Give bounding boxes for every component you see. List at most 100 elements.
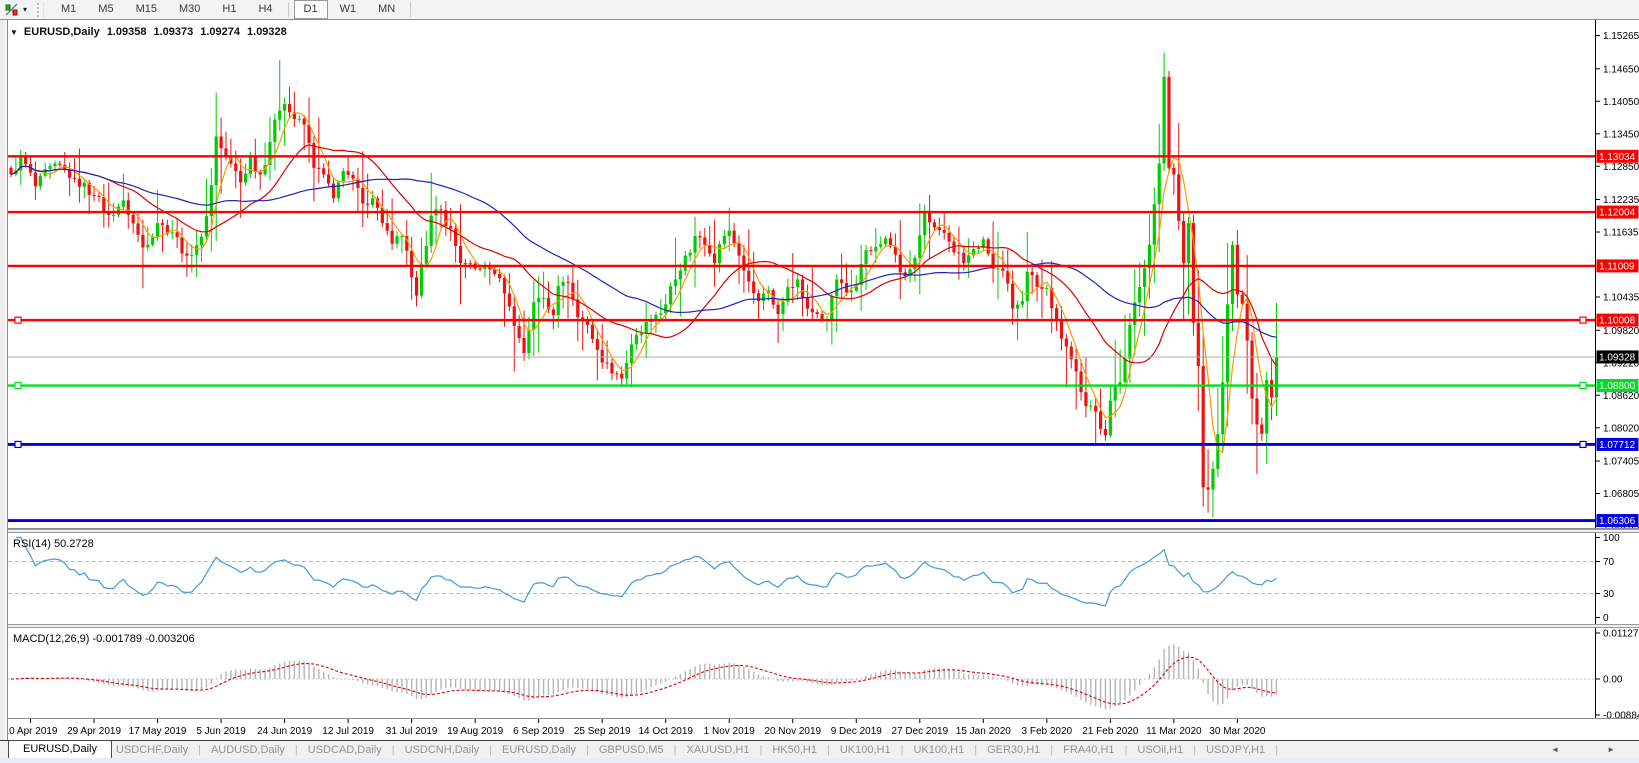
quote-high: 1.09373: [153, 26, 194, 38]
pane-splitter[interactable]: [0, 624, 1639, 628]
rsi-axis-label: 0: [1603, 613, 1609, 624]
price-chart-canvas[interactable]: 1.15265 1.14650 1.14050 1.13450 1.12850 1.122…: [0, 20, 1639, 529]
date-ticks[interactable]: 10 Apr 2019 29 Apr 2019 17 May 2019 5 Jun 2…: [4, 719, 1266, 737]
date-axis-label: 29 Apr 2019: [67, 726, 121, 737]
pane-splitter[interactable]: [0, 529, 1639, 533]
price-axis-label: 1.12850: [1603, 162, 1639, 173]
hline-1.08800[interactable]: [8, 381, 1595, 390]
collapse-icon[interactable]: ▼: [10, 27, 18, 37]
tab-hk50-h1[interactable]: HK50,H1: [772, 744, 817, 756]
tab-separator: |: [198, 744, 201, 756]
timeframe-button-m30[interactable]: M30: [178, 3, 201, 15]
price-badge: 1.06306: [1599, 516, 1636, 527]
tab-separator: |: [1193, 744, 1197, 756]
timeframe-button-h1[interactable]: H1: [222, 3, 237, 15]
macd-name: MACD(12,26,9): [13, 633, 90, 645]
tab-scroll-right-icon[interactable]: ►: [1607, 745, 1615, 754]
macd-signal-value: -0.003206: [145, 633, 195, 645]
tab-usdcad-daily[interactable]: USDCAD,Daily: [307, 744, 382, 756]
tab-usdjpy-h1[interactable]: USDJPY,H1: [1206, 744, 1266, 756]
date-axis-label: 10 Apr 2019: [4, 726, 58, 737]
price-axis-label: 1.09220: [1603, 358, 1639, 369]
rsi-levels: [8, 561, 1595, 594]
date-axis-label: 12 Jul 2019: [322, 726, 374, 737]
date-axis-label: 25 Sep 2019: [574, 726, 631, 737]
tab-uk100-h1[interactable]: UK100,H1: [913, 744, 965, 756]
macd-histogram: [15, 644, 1278, 710]
price-badge: 1.11009: [1599, 261, 1635, 272]
price-badge: 1.08800: [1599, 381, 1636, 392]
date-axis-label: 17 May 2019: [129, 726, 187, 737]
tab-usdcnh-daily[interactable]: USDCNH,Daily: [404, 744, 480, 756]
rsi-axis-label: 30: [1603, 589, 1615, 600]
timeframe-button-h4[interactable]: H4: [258, 3, 273, 15]
date-axis-label: 14 Oct 2019: [638, 726, 693, 737]
tab-separator: |: [900, 744, 904, 756]
hline-1.07712[interactable]: [8, 440, 1595, 449]
timeframe-button-m1[interactable]: M1: [61, 3, 77, 15]
timeframe-button-m5[interactable]: M5: [98, 3, 114, 15]
tab-scroll-left-icon[interactable]: ◄: [1551, 745, 1559, 754]
tab-usdchf-daily[interactable]: USDCHF,Daily: [115, 744, 189, 756]
date-axis-label: 27 Dec 2019: [891, 726, 948, 737]
ma-5-line: [10, 112, 1278, 454]
timeframe-button-d1[interactable]: D1: [293, 0, 328, 19]
tab-ger30-h1[interactable]: GER30,H1: [987, 744, 1041, 756]
hline-1.10008[interactable]: [8, 316, 1595, 324]
quote-low: 1.09274: [200, 26, 241, 38]
date-axis-label: 31 Jul 2019: [386, 726, 438, 737]
rsi-indicator-canvas[interactable]: 100 70 30 0: [0, 533, 1639, 624]
ma-20-line: [10, 144, 1277, 367]
chart-symbol-title: EURUSD,Daily: [23, 26, 100, 38]
toolbar: ▾ M1 M5 M15 M30 H1 H4 D1 W1 MN: [0, 0, 1639, 20]
candles-layer: [9, 52, 1279, 518]
timeframe-button-m15[interactable]: M15: [135, 3, 157, 15]
price-axis-label: 1.11635: [1603, 228, 1639, 239]
price-badge: 1.13034: [1599, 152, 1636, 163]
price-axis-label: 1.08020: [1603, 423, 1639, 434]
tab-gbpusd-m5[interactable]: GBPUSD,M5: [598, 744, 664, 756]
date-axis-label: 3 Feb 2020: [1022, 726, 1073, 737]
tab-eurusd-daily[interactable]: EURUSD,Daily: [8, 740, 112, 759]
tab-separator: |: [759, 744, 763, 756]
tab-audusd-daily[interactable]: AUDUSD,Daily: [210, 744, 285, 756]
date-axis[interactable]: 10 Apr 2019 29 Apr 2019 17 May 2019 5 Jun 2…: [0, 718, 1639, 741]
timeframe-button-w1[interactable]: W1: [339, 3, 357, 15]
price-axis[interactable]: 1.15265 1.14650 1.14050 1.13450 1.12850 1.122…: [1595, 20, 1639, 529]
rsi-axis-label: 100: [1603, 533, 1620, 544]
tab-uk100-h1[interactable]: UK100,H1: [839, 744, 891, 756]
window-left-edge: [0, 20, 8, 741]
tab-usoil-h1[interactable]: USOil,H1: [1137, 744, 1184, 756]
tab-eurusd-daily[interactable]: EURUSD,Daily: [502, 744, 576, 756]
date-axis-label: 20 Nov 2019: [764, 726, 821, 737]
tab-separator: |: [489, 744, 493, 756]
chart-tool-dropdown-icon[interactable]: ▾: [23, 5, 28, 14]
tab-separator: |: [673, 744, 677, 756]
price-axis-label: 1.14050: [1603, 97, 1639, 108]
rsi-axis[interactable]: 100 70 30 0: [1595, 533, 1621, 624]
tab-fra40-h1[interactable]: FRA40,H1: [1063, 744, 1115, 756]
date-axis-label: 24 Jun 2019: [257, 726, 312, 737]
rsi-name: RSI(14): [13, 538, 51, 550]
price-axis-label: 1.09820: [1603, 326, 1639, 337]
price-axis-label: 1.12235: [1603, 195, 1639, 206]
level-lines-layer: [8, 155, 1595, 522]
toolbar-drag-handle[interactable]: [37, 2, 45, 17]
tab-separator: |: [1275, 744, 1279, 756]
date-axis-label: 15 Jan 2020: [956, 726, 1011, 737]
tab-xauusd-h1[interactable]: XAUUSD,H1: [686, 744, 750, 756]
rsi-label: RSI(14) 50.2728: [13, 538, 94, 550]
macd-axis[interactable]: 0.011277 0.00 -0.00884: [1595, 628, 1639, 718]
price-axis-label: 1.08620: [1603, 391, 1639, 402]
price-badge: 1.07712: [1599, 440, 1636, 451]
tab-separator: |: [294, 744, 298, 756]
chart-tool-icon[interactable]: [3, 2, 21, 18]
timeframe-button-mn[interactable]: MN: [378, 3, 396, 15]
price-axis-label: 1.13450: [1603, 129, 1639, 140]
price-badge: 1.12004: [1599, 208, 1636, 219]
price-badge: 1.10008: [1599, 316, 1636, 327]
date-axis-label: 9 Dec 2019: [831, 726, 883, 737]
date-axis-label: 1 Nov 2019: [704, 726, 756, 737]
tab-separator: |: [826, 744, 830, 756]
macd-indicator-canvas[interactable]: 0.011277 0.00 -0.00884: [0, 628, 1639, 718]
